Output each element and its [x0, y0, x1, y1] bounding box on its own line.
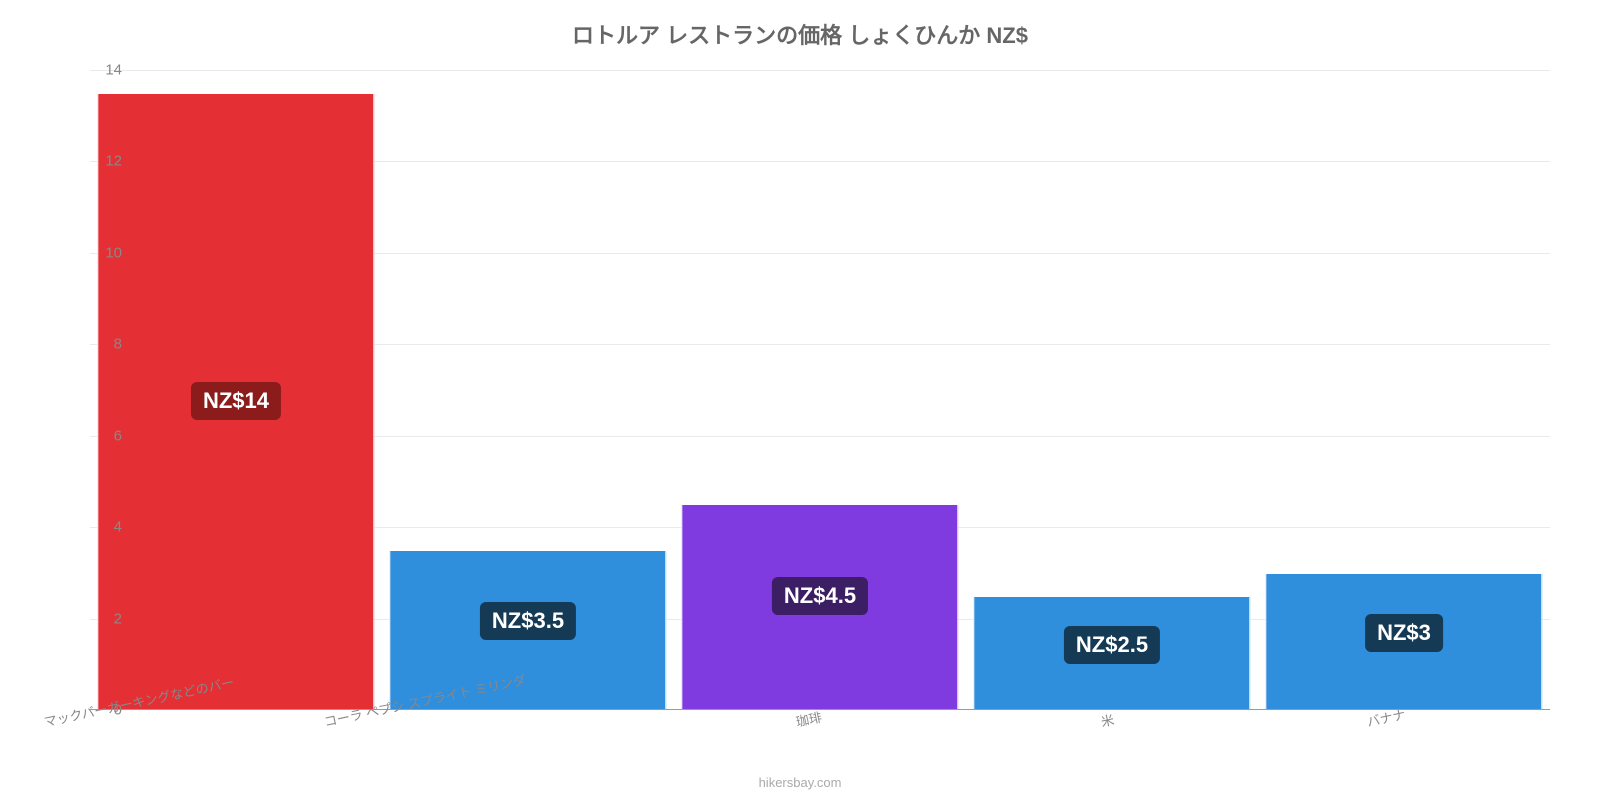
bar-slot: NZ$4.5: [674, 70, 966, 710]
y-tick-label: 14: [105, 62, 122, 79]
y-tick-label: 12: [105, 153, 122, 170]
bar-slot: NZ$2.5: [966, 70, 1258, 710]
bar-slot: NZ$14: [90, 70, 382, 710]
x-axis-label: 米: [1099, 709, 1116, 730]
bars-container: NZ$14 NZ$3.5 NZ$4.5 NZ$2.5 NZ$3: [90, 70, 1550, 710]
value-badge: NZ$4.5: [772, 577, 868, 615]
value-badge: NZ$3.5: [480, 602, 576, 640]
y-tick-label: 10: [105, 244, 122, 261]
value-badge: NZ$3: [1365, 614, 1443, 652]
y-tick-label: 4: [114, 519, 122, 536]
chart-title: ロトルア レストランの価格 しょくひんか NZ$: [0, 18, 1600, 50]
bar-slot: NZ$3.5: [382, 70, 674, 710]
x-axis-label: 珈琲: [794, 707, 823, 731]
y-tick-label: 8: [114, 336, 122, 353]
bar-slot: NZ$3: [1258, 70, 1550, 710]
y-tick-label: 6: [114, 427, 122, 444]
value-badge: NZ$14: [191, 382, 281, 420]
value-badge: NZ$2.5: [1064, 626, 1160, 664]
price-bar-chart: ロトルア レストランの価格 しょくひんか NZ$ NZ$14 NZ$3.5 NZ$4…: [0, 0, 1600, 800]
y-tick-label: 2: [114, 610, 122, 627]
attribution-text: hikersbay.com: [0, 775, 1600, 790]
plot-area: NZ$14 NZ$3.5 NZ$4.5 NZ$2.5 NZ$3: [90, 70, 1550, 710]
